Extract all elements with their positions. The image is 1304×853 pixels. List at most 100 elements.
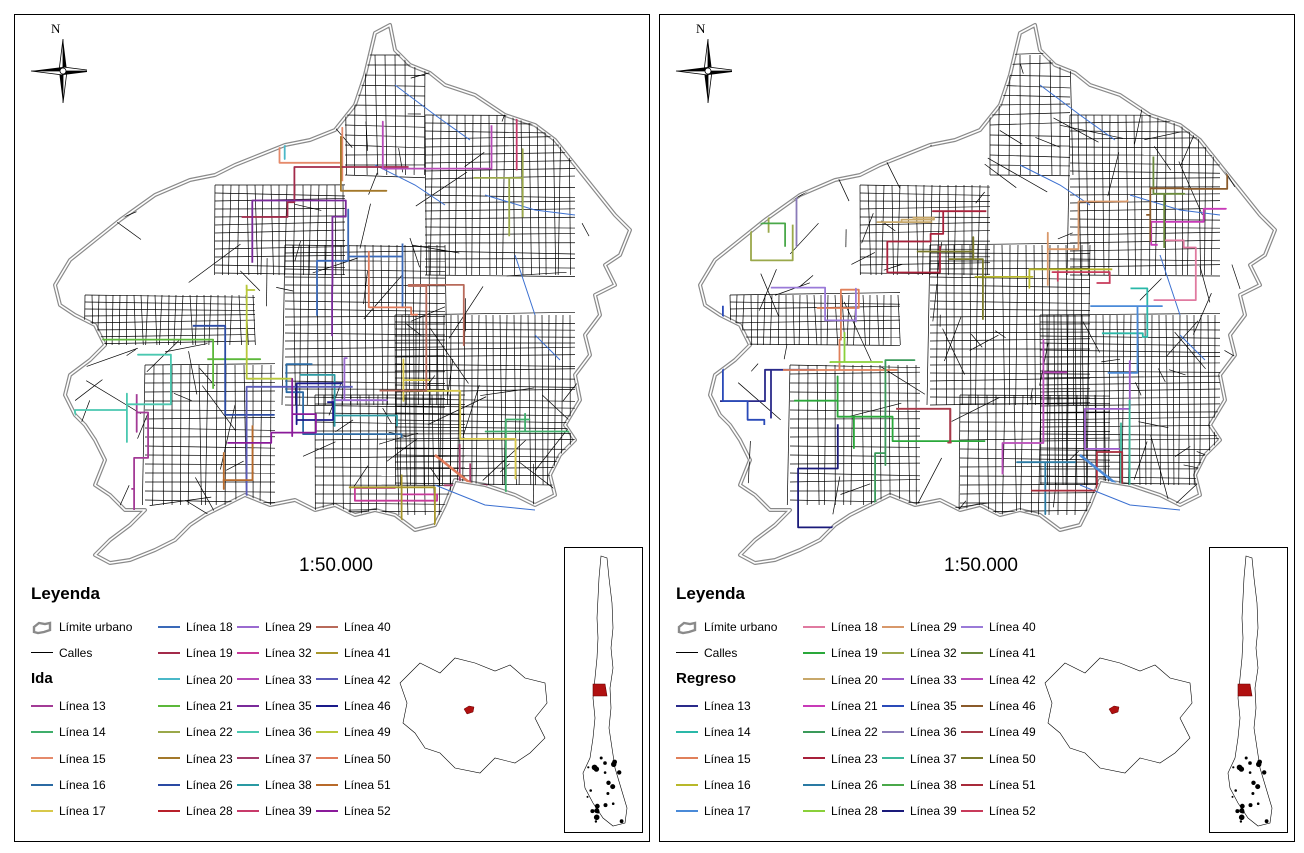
legend-swatch xyxy=(803,678,825,681)
legend-item-line: Línea 13 xyxy=(676,699,751,713)
legend-label: Línea 50 xyxy=(344,751,391,766)
city-location-marker xyxy=(1108,705,1120,715)
route-línea-52 xyxy=(227,377,317,444)
legend-item-line: Línea 18 xyxy=(158,620,233,634)
legend-item-line: Línea 22 xyxy=(158,725,233,739)
legend-label: Línea 36 xyxy=(265,725,312,740)
route-línea-35 xyxy=(251,199,347,337)
urban-limit-outline xyxy=(53,23,632,565)
map-panel-regreso: N 1:50.000 Leyenda Límite urbano Calles Regre… xyxy=(659,14,1295,842)
legend-swatch xyxy=(882,704,904,707)
legend-item-line: Línea 40 xyxy=(961,620,1036,634)
legend-label: Línea 13 xyxy=(704,699,751,713)
legend-item-line: Línea 29 xyxy=(237,620,312,634)
route-línea-39 xyxy=(797,424,851,529)
legend-label: Línea 38 xyxy=(910,777,957,792)
legend-swatch xyxy=(237,731,259,734)
city-map xyxy=(53,23,632,565)
legend-label: Línea 50 xyxy=(989,751,1036,766)
legend-swatch xyxy=(237,757,259,760)
canals xyxy=(1019,84,1221,511)
legend-label: Línea 33 xyxy=(265,672,312,687)
route-línea-16 xyxy=(974,268,1113,289)
legend-swatch xyxy=(803,731,825,734)
legend-label: Línea 19 xyxy=(186,646,233,661)
legend-swatch xyxy=(961,783,983,786)
legend-swatch xyxy=(882,783,904,786)
legend-title: Leyenda xyxy=(31,584,100,603)
route-línea-14 xyxy=(1101,287,1149,338)
legend-swatch xyxy=(316,625,338,628)
legend-label: Línea 40 xyxy=(344,620,391,634)
legend-label: Línea 32 xyxy=(910,646,957,661)
legend-swatch xyxy=(676,810,698,813)
legend-label: Línea 28 xyxy=(186,804,233,819)
city-map xyxy=(698,23,1277,565)
legend-item-line: Línea 17 xyxy=(31,804,106,818)
legend-swatch xyxy=(676,757,698,760)
legend-swatch xyxy=(676,704,698,707)
legend-label: Línea 16 xyxy=(59,777,106,792)
legend-label: Línea 46 xyxy=(989,698,1036,713)
legend-item-line: Línea 14 xyxy=(676,725,751,739)
legend-label: Línea 32 xyxy=(265,646,312,661)
legend-swatch xyxy=(158,625,180,628)
legend-label: Línea 38 xyxy=(265,777,312,792)
route-línea-38 xyxy=(300,374,398,427)
legend-swatch xyxy=(237,652,259,655)
legend-item-line: Línea 46 xyxy=(316,699,391,713)
legend-swatch xyxy=(158,731,180,734)
country-inset-map xyxy=(564,547,643,833)
legend-swatch xyxy=(316,757,338,760)
route-línea-49 xyxy=(245,284,292,380)
legend-item-line: Línea 19 xyxy=(158,646,233,660)
canals xyxy=(374,84,576,511)
legend-item-line: Línea 41 xyxy=(961,646,1036,660)
route-línea-19 xyxy=(241,166,409,218)
legend-swatch xyxy=(676,652,698,654)
legend-swatch xyxy=(31,731,53,734)
route-línea-40 xyxy=(770,286,857,323)
legend-swatch xyxy=(676,731,698,734)
legend-swatch xyxy=(316,652,338,655)
legend-swatch xyxy=(961,809,983,812)
scale-label: 1:50.000 xyxy=(299,555,373,576)
legend-label: Línea 35 xyxy=(910,698,957,713)
legend-item-line: Línea 36 xyxy=(882,725,957,739)
legend-item-line: Línea 15 xyxy=(31,752,106,766)
legend-label: Línea 23 xyxy=(831,751,878,766)
legend-swatch xyxy=(803,625,825,628)
legend-section-title: Ida xyxy=(31,670,53,687)
region-inset-map xyxy=(399,657,548,774)
legend-item-line: Línea 51 xyxy=(961,778,1036,792)
legend-swatch xyxy=(316,783,338,786)
legend-item-line: Línea 21 xyxy=(803,699,878,713)
legend-item-line: Línea 13 xyxy=(31,699,106,713)
legend-swatch xyxy=(961,625,983,628)
legend-item-streets: Calles xyxy=(676,646,737,660)
legend-label: Límite urbano xyxy=(704,620,778,634)
legend-label: Línea 41 xyxy=(989,646,1036,661)
legend-label: Línea 49 xyxy=(344,725,391,740)
legend-item-line: Línea 26 xyxy=(158,778,233,792)
legend-swatch xyxy=(237,783,259,786)
route-línea-33 xyxy=(381,120,493,170)
legend-swatch xyxy=(961,757,983,760)
legend-swatch xyxy=(961,731,983,734)
legend-item-line: Línea 28 xyxy=(803,804,878,818)
route-línea-21 xyxy=(95,338,262,389)
legend-item-line: Línea 33 xyxy=(237,673,312,687)
legend-label: Línea 21 xyxy=(186,698,233,713)
legend-swatch xyxy=(158,652,180,655)
route-línea-13 xyxy=(131,394,149,513)
scale-label: 1:50.000 xyxy=(944,555,1018,576)
legend-item-urban-limit: Límite urbano xyxy=(31,620,133,635)
legend-swatch xyxy=(31,652,53,654)
route-línea-21 xyxy=(1150,207,1227,246)
legend-label: Línea 20 xyxy=(186,672,233,687)
legend-swatch xyxy=(961,652,983,655)
legend-label: Línea 29 xyxy=(910,620,957,634)
legend-label: Límite urbano xyxy=(59,620,133,634)
legend-swatch xyxy=(882,757,904,760)
legend-swatch xyxy=(803,704,825,707)
